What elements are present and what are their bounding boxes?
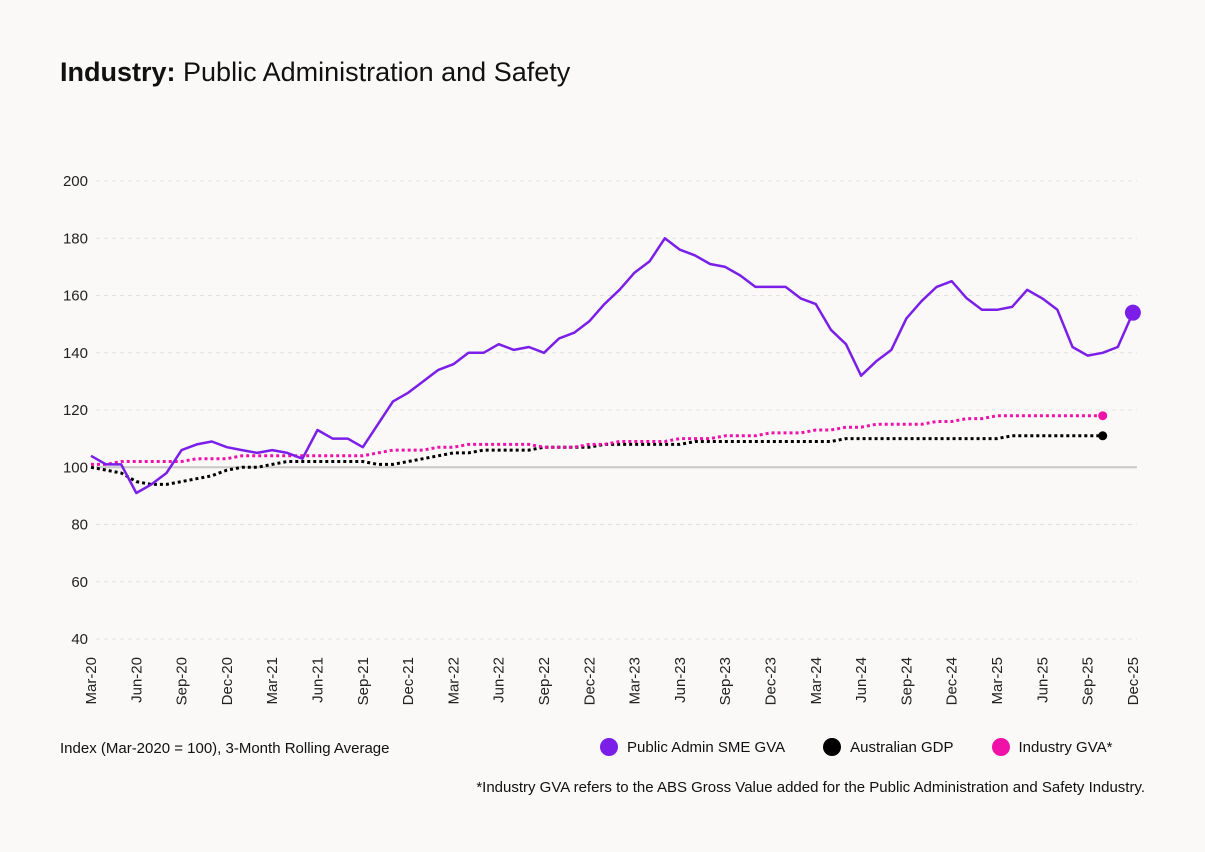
legend-item-industry-gva: Industry GVA* [991,738,1113,756]
legend-label-gdp: Australian GDP [850,738,954,756]
x-tick-label-sep-20: Sep-20 [174,657,191,705]
x-tick-label-jun-25: Jun-25 [1034,657,1051,703]
footnote: *Industry GVA refers to the ABS Gross Va… [476,779,1145,796]
x-tick-label-jun-22: Jun-22 [491,657,508,703]
legend-dot-sme-gva [600,738,618,756]
y-tick-label-140: 140 [63,345,88,362]
x-tick-label-jun-21: Jun-21 [310,657,327,703]
series-end-marker-australian-gdp [1098,431,1108,441]
y-tick-label-40: 40 [71,631,88,648]
x-tick-label-sep-21: Sep-21 [355,657,372,705]
index-note: Index (Mar-2020 = 100), 3-Month Rolling … [60,740,390,757]
y-tick-label-80: 80 [71,517,88,534]
x-tick-label-mar-23: Mar-23 [627,657,644,705]
legend-item-gdp: Australian GDP [823,738,954,756]
series-line-australian-gdp [90,434,1103,486]
chart-title: Industry: Public Administration and Safe… [60,52,570,92]
legend-item-sme-gva: Public Admin SME GVA [600,738,785,756]
y-tick-label-60: 60 [71,574,88,591]
x-tick-label-mar-21: Mar-21 [264,657,281,705]
x-tick-label-mar-22: Mar-22 [445,657,462,705]
grid-layer [96,180,1137,640]
legend-label-sme-gva: Public Admin SME GVA [627,738,786,756]
y-tick-label-200: 200 [63,173,88,190]
x-tick-label-dec-21: Dec-21 [400,657,417,705]
chart-title-bold: Industry: [60,57,176,87]
x-tick-label-sep-24: Sep-24 [898,657,915,705]
series-line-industry-gva [91,414,1103,466]
x-tick-label-dec-20: Dec-20 [219,657,236,705]
x-tick-label-mar-24: Mar-24 [808,657,825,705]
y-tick-label-180: 180 [63,230,88,247]
x-tick-label-sep-25: Sep-25 [1080,657,1097,705]
series-line-public-admin-sme-gva [90,237,1135,495]
series-end-marker-industry-gva [1098,411,1108,421]
legend-dot-industry-gva [991,738,1010,756]
series-end-marker-public-admin-sme-gva [1124,304,1141,321]
x-tick-label-sep-22: Sep-22 [536,657,553,705]
x-tick-label-sep-23: Sep-23 [717,657,734,705]
x-tick-label-dec-25: Dec-25 [1125,657,1142,705]
x-tick-label-mar-20: Mar-20 [83,657,100,705]
x-tick-label-mar-25: Mar-25 [989,657,1006,705]
x-tick-label-dec-22: Dec-22 [581,657,598,705]
chart-title-rest: Public Administration and Safety [183,57,571,87]
x-tick-label-dec-24: Dec-24 [944,657,961,705]
series-layer [90,237,1141,495]
x-tick-label-dec-23: Dec-23 [763,657,780,705]
x-tick-label-jun-23: Jun-23 [672,657,689,703]
legend: Public Admin SME GVA Australian GDP Indu… [600,738,1112,756]
axis-layer: 40 60 80 100 120 140 160 180 200 Mar-20 Jun-20 Sep-… [63,173,1142,705]
y-tick-label-120: 120 [63,402,88,419]
legend-dot-gdp [823,738,842,756]
legend-label-industry-gva: Industry GVA* [1018,738,1113,756]
x-tick-label-jun-24: Jun-24 [853,657,870,703]
x-tick-label-jun-20: Jun-20 [128,657,145,703]
y-tick-label-160: 160 [63,288,88,305]
y-tick-label-100: 100 [63,459,88,476]
